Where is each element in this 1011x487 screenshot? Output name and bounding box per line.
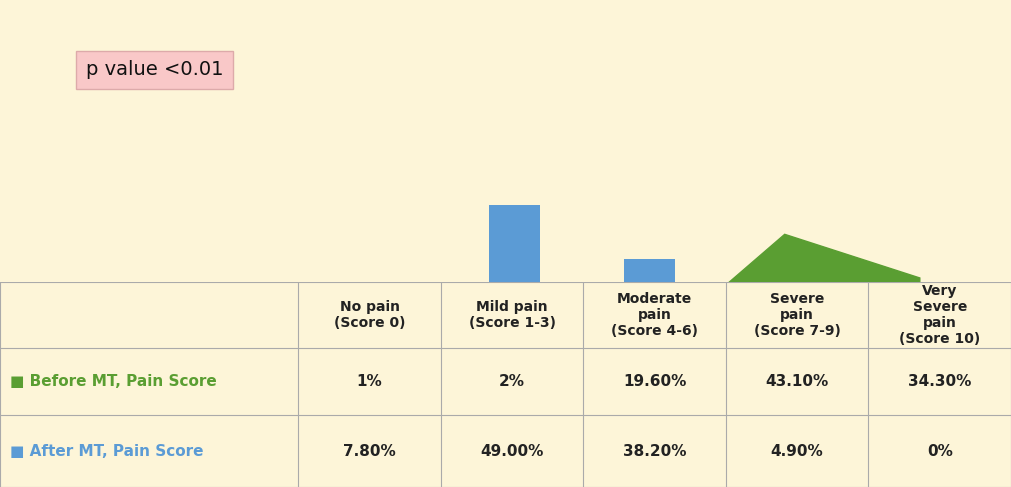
Text: 2%: 2% [499, 374, 525, 389]
Text: p value <0.01: p value <0.01 [86, 60, 223, 79]
Text: 7.80%: 7.80% [343, 444, 396, 459]
Polygon shape [379, 234, 920, 448]
Text: ■ Before MT, Pain Score: ■ Before MT, Pain Score [10, 374, 217, 389]
Text: ■ After MT, Pain Score: ■ After MT, Pain Score [10, 444, 203, 459]
Bar [759, 424, 811, 448]
Text: 38.20%: 38.20% [623, 444, 686, 459]
Text: Moderate
pain
(Score 4-6): Moderate pain (Score 4-6) [611, 292, 699, 338]
Text: 0%: 0% [927, 444, 952, 459]
Text: 1%: 1% [357, 374, 382, 389]
Text: 4.90%: 4.90% [770, 444, 824, 459]
Text: Severe
pain
(Score 7-9): Severe pain (Score 7-9) [754, 292, 840, 338]
Bar [488, 205, 540, 448]
Text: Very
Severe
pain
(Score 10): Very Severe pain (Score 10) [899, 284, 981, 346]
Text: 19.60%: 19.60% [623, 374, 686, 389]
Text: No pain
(Score 0): No pain (Score 0) [334, 300, 405, 330]
Text: 43.10%: 43.10% [765, 374, 829, 389]
Text: 49.00%: 49.00% [480, 444, 544, 459]
Bar [354, 410, 405, 448]
Bar [624, 259, 675, 448]
Text: 34.30%: 34.30% [908, 374, 972, 389]
Text: Mild pain
(Score 1-3): Mild pain (Score 1-3) [468, 300, 556, 330]
